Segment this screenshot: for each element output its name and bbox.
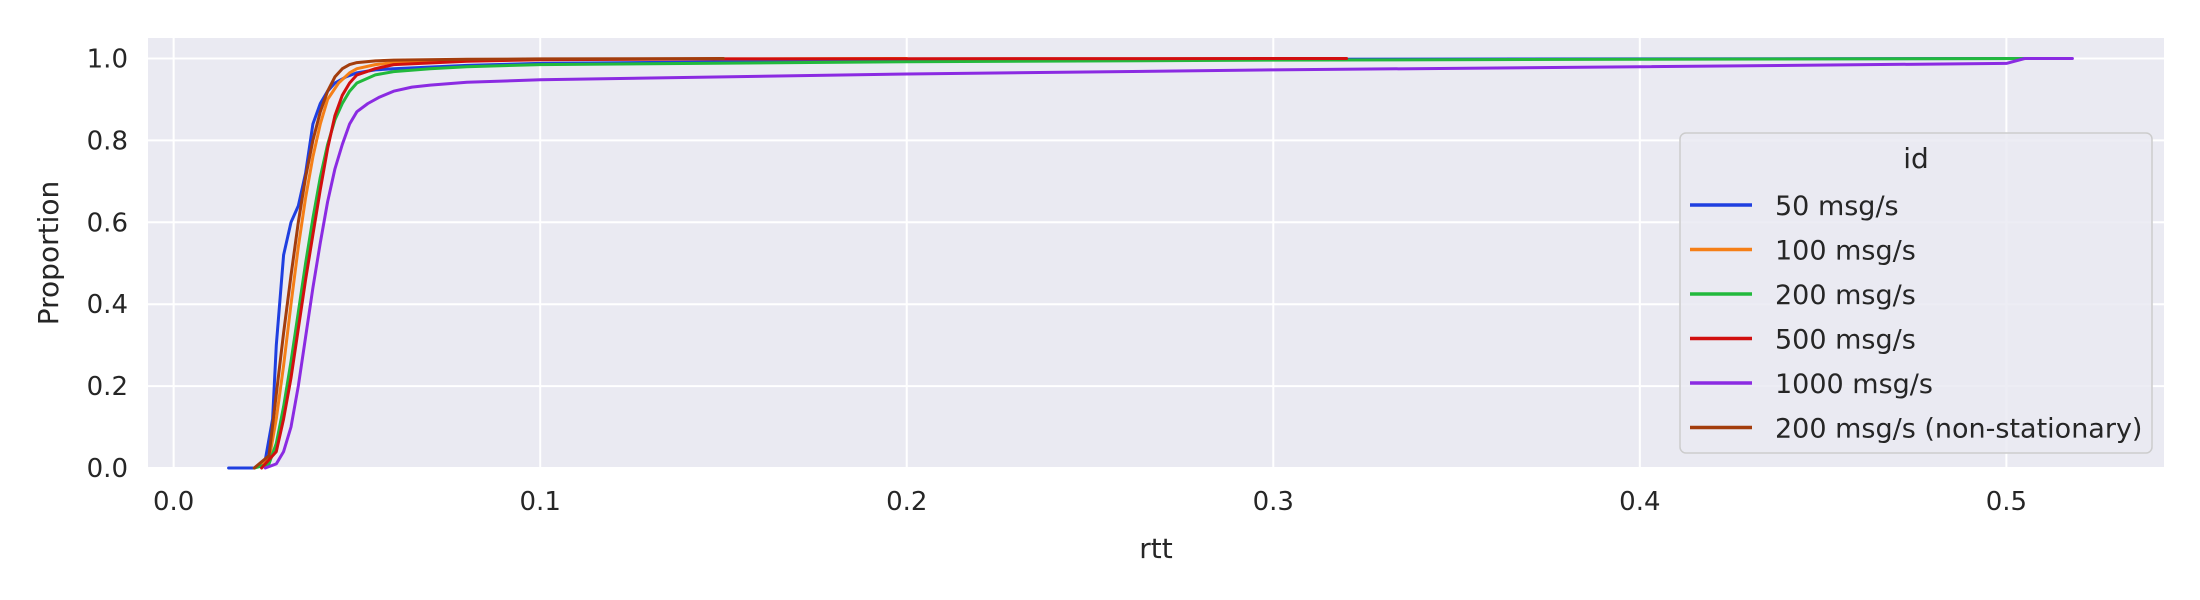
- y-tick-label: 1.0: [87, 44, 128, 74]
- x-tick-label: 0.1: [520, 487, 561, 517]
- legend-item: 100 msg/s: [1690, 236, 1916, 267]
- series-line: [252, 57, 725, 470]
- legend-label: 500 msg/s: [1775, 325, 1916, 356]
- series-line: [252, 57, 2045, 470]
- y-tick-label: 0.2: [87, 372, 128, 402]
- x-tick-label: 0.2: [886, 487, 927, 517]
- legend-item: 50 msg/s: [1690, 191, 1899, 222]
- y-tick-label: 0.0: [87, 454, 128, 484]
- legend: id 50 msg/s 100 msg/s 200 msg/s 500 msg/s 10…: [1679, 132, 2153, 454]
- legend-label: 1000 msg/s: [1775, 369, 1933, 400]
- legend-items: 50 msg/s 100 msg/s 200 msg/s 500 msg/s 1000 …: [1690, 191, 2142, 445]
- legend-label: 100 msg/s: [1775, 236, 1916, 267]
- x-tick-label: 0.0: [153, 487, 194, 517]
- x-axis-ticks: 0.0 0.1 0.2 0.3 0.4 0.5: [153, 487, 2027, 517]
- x-tick-label: 0.3: [1253, 487, 1294, 517]
- legend-item: 500 msg/s: [1690, 325, 1916, 356]
- legend-item: 200 msg/s: [1690, 280, 1916, 311]
- x-axis-label: rtt: [1139, 532, 1172, 565]
- y-tick-label: 0.8: [87, 126, 128, 156]
- x-tick-label: 0.4: [1619, 487, 1660, 517]
- legend-label: 50 msg/s: [1775, 191, 1899, 222]
- legend-item: 1000 msg/s: [1690, 369, 1933, 400]
- y-tick-label: 0.4: [87, 290, 128, 320]
- series-line: [263, 57, 2074, 470]
- legend-box: [1679, 132, 2153, 454]
- legend-label: 200 msg/s: [1775, 280, 1916, 311]
- series-lines: [227, 57, 2074, 470]
- legend-item: 200 msg/s (non-stationary): [1690, 414, 2142, 445]
- legend-label: 200 msg/s (non-stationary): [1775, 414, 2142, 445]
- y-tick-label: 0.6: [87, 208, 128, 238]
- legend-title: id: [1903, 142, 1929, 175]
- y-axis-ticks: 0.0 0.2 0.4 0.6 0.8 1.0: [87, 44, 128, 484]
- y-axis-label: Proportion: [32, 181, 65, 325]
- x-tick-label: 0.5: [1986, 487, 2027, 517]
